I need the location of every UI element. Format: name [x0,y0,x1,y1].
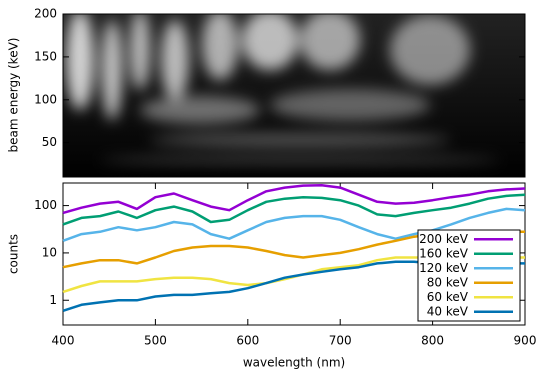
x-tick-label: 800 [421,334,444,348]
plot-frame [62,182,526,326]
series-line [62,207,526,242]
legend-box [417,229,521,322]
series-line [62,193,526,226]
legend-label: 200 keV [419,232,469,246]
x-tick-label: 500 [144,334,167,348]
y-axis-label: beam energy (keV) [7,38,21,153]
x-axis-label: wavelength (nm) [243,356,345,370]
x-tick-label: 700 [329,334,352,348]
legend-label: 80 keV [427,275,469,289]
y-axis-label: counts [7,234,21,274]
y-tick-label: 150 [34,49,57,63]
y-tick-label: 200 [34,7,57,21]
legend-label: 60 keV [427,290,469,304]
y-tick-label: 100 [34,198,57,212]
x-tick-label: 600 [236,334,259,348]
y-tick-label: 50 [42,135,57,149]
series-line [62,183,526,215]
y-tick-label: 100 [34,92,57,106]
legend-label: 40 keV [427,304,469,318]
y-tick-label: 1 [49,293,57,307]
legend-label: 120 keV [419,261,469,275]
heatmap-frame [62,13,526,178]
x-tick-label: 400 [52,334,75,348]
x-tick-label: 900 [514,334,537,348]
y-tick-label: 10 [42,245,57,259]
heatmap-image [63,14,525,177]
legend-label: 160 keV [419,246,469,260]
